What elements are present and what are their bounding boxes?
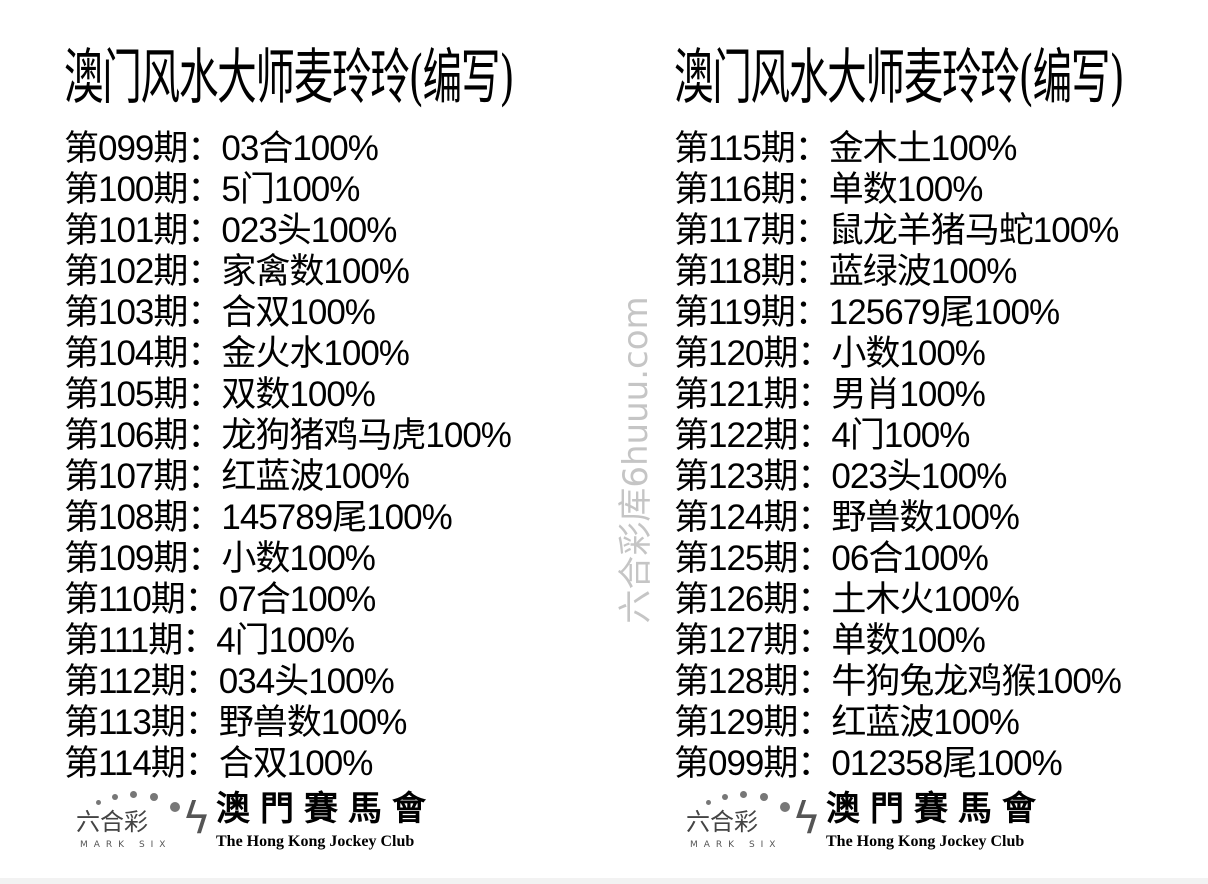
- list-item: 第106期：龙狗猪鸡马虎100%: [64, 416, 512, 455]
- lightning-icon: ϟ: [792, 793, 822, 844]
- list-item: 第101期：023头100%: [64, 211, 397, 250]
- prediction-list: 第115期：金木土100% 第116期：单数100% 第117期：鼠龙羊猪马蛇1…: [674, 128, 1122, 784]
- mark-six-label: MARK SIX: [80, 840, 172, 850]
- list-item: 第100期：5门100%: [64, 170, 360, 209]
- column-title: 澳门风水大师麦玲玲(编写): [64, 43, 515, 113]
- lightning-icon: ϟ: [182, 793, 212, 844]
- list-item: 第122期：4门100%: [674, 416, 970, 455]
- list-item: 第119期：125679尾100%: [674, 293, 1060, 332]
- list-item: 第108期：145789尾100%: [64, 498, 453, 537]
- list-item: 第104期：金火水100%: [64, 334, 410, 373]
- list-item: 第107期：红蓝波100%: [64, 457, 410, 496]
- watermark: 六合彩库6huuu.com: [616, 296, 656, 624]
- list-item: 第121期：男肖100%: [674, 375, 986, 414]
- list-item: 第103期：合双100%: [64, 293, 376, 332]
- logo-english: The Hong Kong Jockey Club: [216, 833, 415, 850]
- list-item: 第114期：合双100%: [64, 744, 373, 783]
- list-item: 第109期：小数100%: [64, 539, 376, 578]
- list-item: 第111期：4门100%: [64, 621, 355, 660]
- list-item: 第118期：蓝绿波100%: [674, 252, 1017, 291]
- list-item: 第099期：012358尾100%: [674, 744, 1063, 783]
- list-item: 第120期：小数100%: [674, 334, 986, 373]
- list-item: 第112期：034头100%: [64, 662, 395, 701]
- list-item: 第129期：红蓝波100%: [674, 703, 1020, 742]
- mark-six-label: MARK SIX: [690, 840, 782, 850]
- jockey-club-logo: 六合彩 ϟ MARK SIX 澳門賽馬會 The Hong Kong Jocke…: [686, 790, 1126, 860]
- jockey-club-logo: 六合彩 ϟ MARK SIX 澳門賽馬會 The Hong Kong Jocke…: [76, 790, 516, 860]
- mark-six-text: 六合彩: [76, 808, 148, 836]
- list-item: 第102期：家禽数100%: [64, 252, 410, 291]
- list-item: 第099期：03合100%: [64, 129, 379, 168]
- list-item: 第126期：土木火100%: [674, 580, 1020, 619]
- list-item: 第123期：023头100%: [674, 457, 1007, 496]
- list-item: 第105期：双数100%: [64, 375, 376, 414]
- list-item: 第116期：单数100%: [674, 170, 983, 209]
- list-item: 第124期：野兽数100%: [674, 498, 1020, 537]
- list-item: 第125期：06合100%: [674, 539, 989, 578]
- bottom-divider: [0, 878, 1208, 884]
- mark-six-text: 六合彩: [686, 808, 758, 836]
- list-item: 第128期：牛狗兔龙鸡猴100%: [674, 662, 1122, 701]
- list-item: 第117期：鼠龙羊猪马蛇100%: [674, 211, 1119, 250]
- prediction-list: 第099期：03合100% 第100期：5门100% 第101期：023头100…: [64, 128, 512, 784]
- list-item: 第113期：野兽数100%: [64, 703, 407, 742]
- list-item: 第127期：单数100%: [674, 621, 986, 660]
- logo-chinese: 澳門賽馬會: [826, 789, 1046, 829]
- logo-english: The Hong Kong Jockey Club: [826, 833, 1025, 850]
- column-title: 澳门风水大师麦玲玲(编写): [674, 43, 1125, 113]
- list-item: 第115期：金木土100%: [674, 129, 1017, 168]
- logo-chinese: 澳門賽馬會: [216, 789, 436, 829]
- list-item: 第110期：07合100%: [64, 580, 376, 619]
